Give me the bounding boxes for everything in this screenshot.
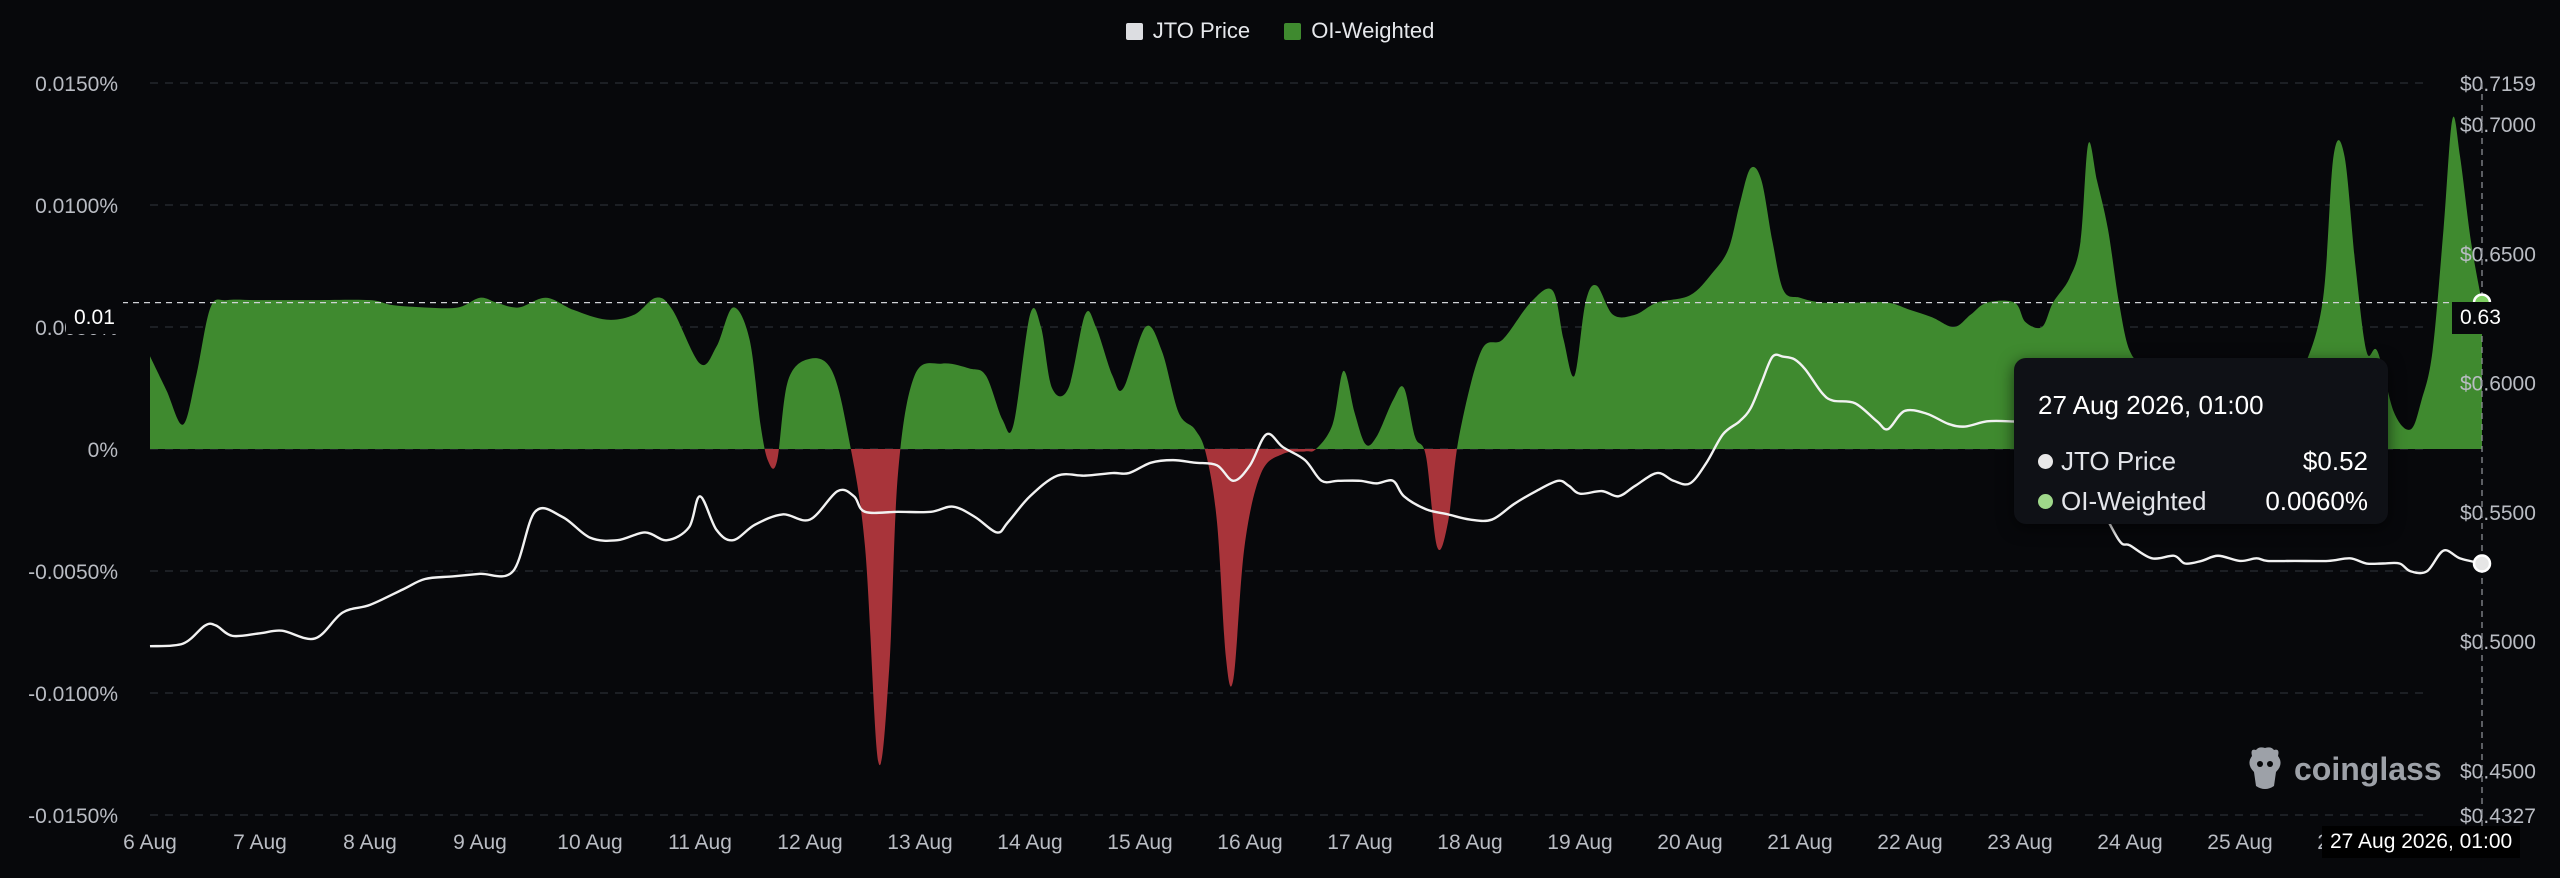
- x-tick-label: 25 Aug: [2207, 831, 2272, 854]
- oi-positive-area: [150, 116, 2482, 449]
- oi-weighted-area[interactable]: [150, 116, 2482, 765]
- x-tick-label: 12 Aug: [777, 831, 842, 854]
- right-tick-label: $0.5500: [2460, 502, 2536, 525]
- x-tick-label: 8 Aug: [343, 831, 397, 854]
- right-axis-ticks: $0.7159 $0.7000 $0.6500 $0.6000 $0.5500 $0.50…: [2460, 73, 2536, 828]
- x-tick-label: 16 Aug: [1217, 831, 1282, 854]
- x-tick-label: 15 Aug: [1107, 831, 1172, 854]
- x-tick-label: 10 Aug: [557, 831, 622, 854]
- coinglass-watermark: coinglass: [2244, 746, 2442, 792]
- right-tick-label: $0.7159: [2460, 73, 2536, 96]
- x-tick-label: 7 Aug: [233, 831, 287, 854]
- x-tick-label: 24 Aug: [2097, 831, 2162, 854]
- x-tick-label: 14 Aug: [997, 831, 1062, 854]
- crosshair-left-label: 0.01: [66, 302, 123, 334]
- tooltip: 27 Aug 2026, 01:00 JTO Price $0.52 OI-We…: [2014, 358, 2388, 524]
- left-tick-label: -0.0050%: [28, 561, 118, 584]
- tooltip-value-jto-price: $0.52: [2302, 446, 2368, 476]
- x-tick-label: 20 Aug: [1657, 831, 1722, 854]
- legend-item-jto-price[interactable]: JTO Price: [1125, 18, 1251, 44]
- right-tick-label: $0.7000: [2460, 114, 2536, 137]
- right-tick-label: $0.6500: [2460, 243, 2536, 266]
- legend-swatch-oi-weighted: [1284, 22, 1302, 40]
- x-tick-label: 23 Aug: [1987, 831, 2052, 854]
- tooltip-dot-jto-price: [2038, 454, 2053, 469]
- left-tick-label: 0.0150%: [35, 73, 118, 96]
- left-tick-label: -0.0150%: [28, 805, 118, 828]
- left-axis-ticks: 0.0150%0.0100%0.0050%0%-0.0050%-0.0100%-…: [28, 73, 118, 828]
- jto-price-line[interactable]: [149, 353, 2483, 648]
- jto-price-marker: [2472, 554, 2492, 573]
- watermark-text: coinglass: [2294, 750, 2442, 787]
- x-tick-label: 18 Aug: [1437, 831, 1502, 854]
- legend-swatch-jto-price: [1125, 22, 1143, 40]
- right-tick-label: $0.6000: [2460, 373, 2536, 396]
- left-tick-label: 0%: [88, 439, 118, 462]
- tooltip-dot-oi-weighted: [2038, 494, 2053, 509]
- x-tick-label: 6 Aug: [123, 831, 177, 854]
- crosshair-right-label: 0.63: [2452, 302, 2509, 334]
- x-tick-label: 19 Aug: [1547, 831, 1612, 854]
- x-tick-label: 17 Aug: [1327, 831, 1392, 854]
- legend-item-oi-weighted[interactable]: OI-Weighted: [1284, 18, 1434, 44]
- chart-legend: JTO Price OI-Weighted: [0, 18, 2560, 46]
- x-axis-ticks: 6 Aug 7 Aug 8 Aug 9 Aug 10 Aug 11 Aug 12 Aug 13…: [123, 831, 2383, 854]
- left-tick-label: 0.0100%: [35, 195, 118, 218]
- x-tick-label: 22 Aug: [1877, 831, 1942, 854]
- tooltip-label-oi-weighted: OI-Weighted: [2061, 486, 2207, 516]
- right-tick-label: $0.5000: [2460, 631, 2536, 654]
- legend-label-jto-price: JTO Price: [1152, 18, 1251, 43]
- x-tick-label: 21 Aug: [1767, 831, 1832, 854]
- x-tick-label: 9 Aug: [453, 831, 507, 854]
- tooltip-row-jto-price: JTO Price $0.52: [2038, 446, 2368, 477]
- right-tick-label: $0.4327: [2460, 805, 2536, 828]
- crosshair-x-label: 27 Aug 2026, 01:00: [2322, 826, 2521, 858]
- left-tick-label: -0.0100%: [28, 683, 118, 706]
- tooltip-value-oi-weighted: 0.0060%: [2265, 486, 2368, 516]
- tooltip-label-jto-price: JTO Price: [2061, 446, 2177, 476]
- tooltip-title: 27 Aug 2026, 01:00: [2038, 390, 2264, 420]
- price-line-path: [149, 353, 2483, 648]
- x-tick-label: 13 Aug: [887, 831, 952, 854]
- legend-label-oi-weighted: OI-Weighted: [1311, 18, 1435, 43]
- tooltip-row-oi-weighted: OI-Weighted 0.0060%: [2038, 486, 2368, 517]
- right-tick-label: $0.4500: [2460, 760, 2536, 783]
- x-tick-label: 11 Aug: [668, 831, 732, 854]
- coinglass-logo-icon: [2249, 747, 2281, 789]
